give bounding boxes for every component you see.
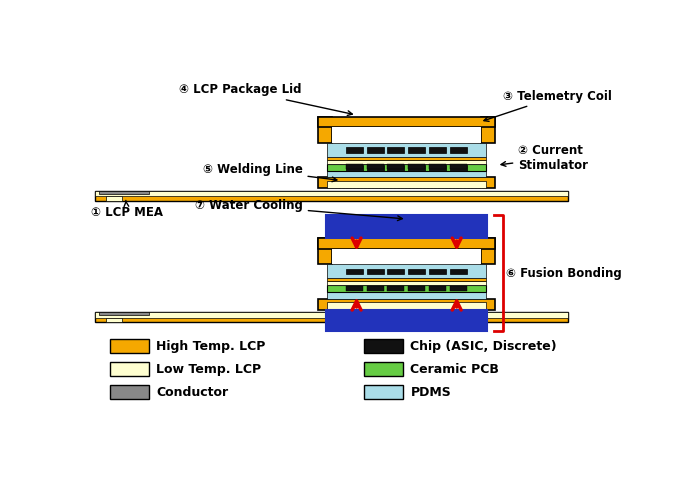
Bar (408, 165, 425, 170)
Text: Ceramic PCB: Ceramic PCB (410, 363, 499, 376)
Bar (429, 165, 446, 169)
Text: PDMS: PDMS (410, 386, 451, 399)
Text: ③ Telemetry Coil: ③ Telemetry Coil (484, 90, 612, 121)
Bar (408, 269, 425, 274)
Bar (367, 148, 384, 153)
Bar (346, 165, 363, 169)
Bar (387, 286, 404, 290)
Bar (327, 281, 486, 285)
Bar (387, 148, 404, 153)
Bar (318, 238, 332, 264)
Bar (327, 302, 486, 310)
Bar (364, 385, 403, 399)
Bar (449, 148, 466, 153)
Bar (367, 269, 384, 274)
Text: Low Temp. LCP: Low Temp. LCP (156, 363, 262, 376)
Bar (387, 165, 404, 170)
Text: ② Current
Stimulator: ② Current Stimulator (501, 144, 588, 172)
Bar (327, 285, 486, 292)
Bar (318, 178, 495, 188)
Bar (110, 339, 149, 353)
Text: Conductor: Conductor (156, 386, 229, 399)
Bar (327, 264, 486, 278)
Bar (332, 249, 482, 264)
Bar (387, 165, 404, 169)
Bar (327, 181, 486, 188)
Bar (367, 286, 384, 290)
Text: ⑥ Fusion Bonding: ⑥ Fusion Bonding (506, 267, 622, 280)
Bar (327, 160, 486, 164)
Bar (346, 286, 363, 290)
Bar (98, 312, 149, 315)
Bar (95, 312, 568, 318)
Bar (327, 157, 486, 160)
Bar (110, 362, 149, 376)
Bar (408, 165, 425, 169)
Text: ④ LCP Package Lid: ④ LCP Package Lid (180, 84, 352, 116)
Bar (449, 269, 466, 274)
Bar (429, 165, 446, 170)
Bar (449, 165, 466, 169)
Text: ⑤ Welding Line: ⑤ Welding Line (203, 163, 337, 182)
Bar (429, 286, 446, 290)
Bar (107, 196, 122, 200)
Bar (327, 278, 486, 281)
Bar (346, 165, 363, 170)
Bar (387, 269, 404, 274)
Bar (327, 143, 486, 157)
Bar (327, 302, 486, 310)
Bar (98, 191, 149, 194)
Bar (482, 117, 495, 143)
Bar (95, 191, 568, 196)
Bar (364, 339, 403, 353)
Bar (327, 170, 486, 178)
Bar (408, 148, 425, 153)
Bar (429, 148, 446, 153)
Bar (346, 269, 363, 274)
Bar (327, 181, 486, 188)
Bar (332, 127, 482, 143)
Bar (318, 238, 495, 249)
Text: Chip (ASIC, Discrete): Chip (ASIC, Discrete) (410, 340, 557, 352)
Bar (327, 164, 486, 170)
Text: ① LCP MEA: ① LCP MEA (91, 200, 163, 219)
Bar (327, 292, 486, 299)
Bar (318, 299, 495, 310)
Bar (482, 238, 495, 264)
Bar (408, 286, 425, 290)
Bar (429, 269, 446, 274)
Bar (95, 312, 568, 322)
Bar (107, 318, 122, 322)
Bar (346, 148, 363, 153)
Bar (449, 286, 466, 290)
Bar (95, 191, 568, 200)
Bar (110, 385, 149, 399)
Bar (318, 117, 495, 127)
Bar (449, 165, 466, 170)
Bar (318, 117, 332, 143)
Bar (367, 165, 384, 169)
Text: ⑦ Water Cooling: ⑦ Water Cooling (195, 199, 402, 221)
Bar (326, 215, 488, 238)
Text: High Temp. LCP: High Temp. LCP (156, 340, 266, 352)
Bar (364, 362, 403, 376)
Bar (367, 165, 384, 170)
Bar (326, 310, 488, 332)
